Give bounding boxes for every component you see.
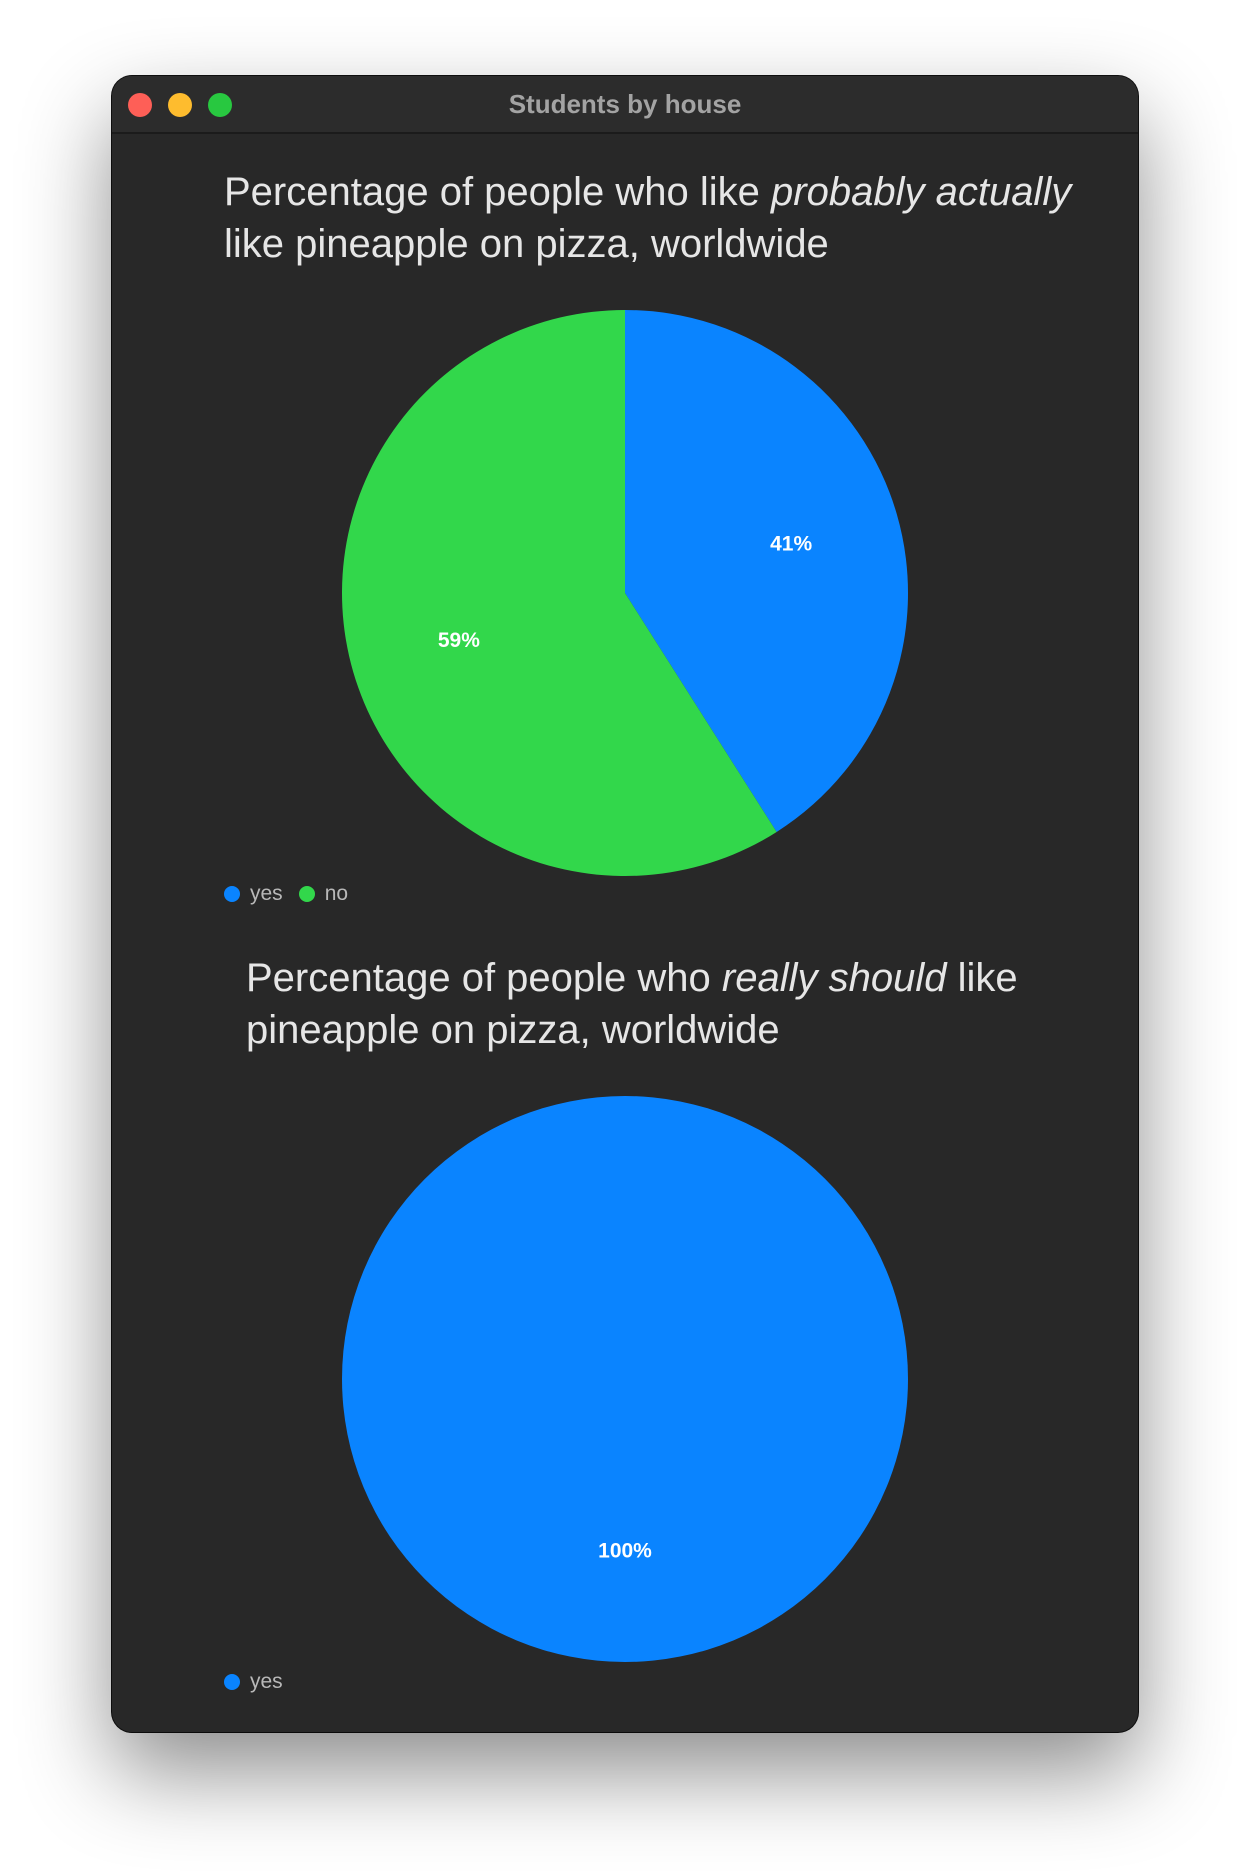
minimize-window-button[interactable] — [168, 93, 192, 117]
app-window: Students by house Percentage of people w… — [112, 76, 1138, 1732]
legend-dot-icon — [224, 886, 240, 902]
chart-title-1: Percentage of people who like probably a… — [224, 166, 1084, 270]
legend-item-yes: yes — [224, 1670, 283, 1694]
chart-title-part: like pineapple on pizza, worldwide — [224, 222, 829, 266]
legend-item-no: no — [298, 882, 349, 906]
legend-label: no — [324, 882, 349, 905]
legend-1: yes no — [224, 882, 364, 906]
chart-title-part: Percentage of people who — [246, 956, 722, 1000]
pie-chart-2: 100% — [342, 1096, 908, 1662]
title-bar: Students by house — [112, 76, 1138, 134]
maximize-window-button[interactable] — [208, 93, 232, 117]
close-window-button[interactable] — [128, 93, 152, 117]
chart-title-2: Percentage of people who really should l… — [246, 952, 1086, 1056]
window-title: Students by house — [508, 89, 742, 119]
legend-dot-icon — [224, 1674, 240, 1690]
chart-title-part: like pineapple on pizza, worldwide — [246, 956, 1018, 1052]
legend-item-yes: yes — [224, 882, 283, 906]
chart-title-part: Percentage of people who like — [224, 170, 772, 214]
pie-slice-yes — [625, 310, 909, 832]
chart-title-part: really should — [721, 956, 947, 1000]
pie-data-label: 59% — [438, 629, 480, 652]
legend-label: yes — [250, 1670, 283, 1693]
legend-label: yes — [250, 882, 283, 905]
pie-data-label: 41% — [770, 532, 812, 555]
legend-dot-icon — [298, 886, 315, 902]
pie-data-label: 100% — [598, 1540, 652, 1563]
pie-slice-yes — [342, 1096, 908, 1662]
pie-chart-1: 41% 59% — [342, 310, 909, 876]
chart-title-part: probably actually — [771, 170, 1072, 214]
pie-slice-no — [342, 310, 777, 876]
legend-2: yes — [224, 1670, 299, 1694]
